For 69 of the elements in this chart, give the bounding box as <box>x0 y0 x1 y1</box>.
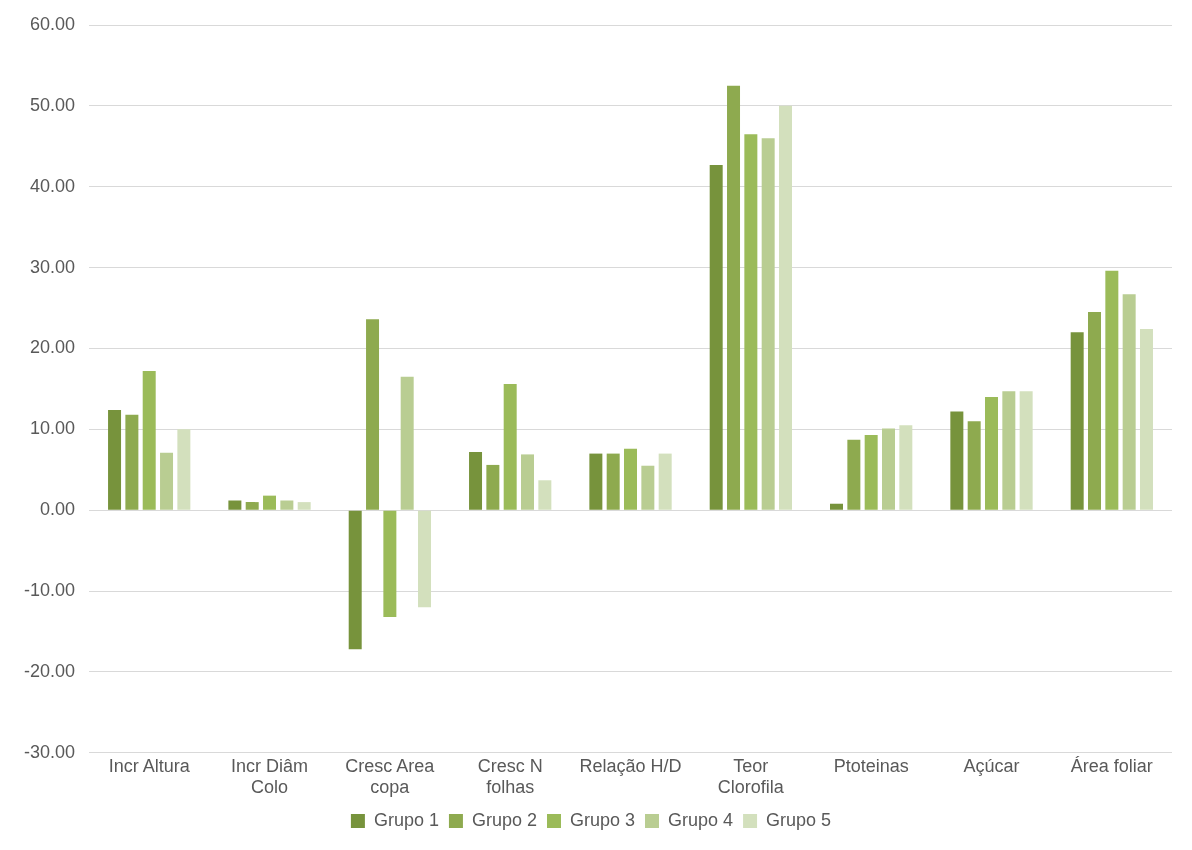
bar <box>348 510 362 650</box>
bar <box>744 134 758 510</box>
x-tick-label: Cresc Area copa <box>345 755 436 798</box>
bar <box>1002 391 1016 510</box>
bar <box>864 434 878 510</box>
bar <box>761 138 775 510</box>
bar <box>899 425 913 510</box>
bar <box>1122 294 1136 510</box>
x-tick-label: Açúcar <box>963 755 1020 776</box>
bar <box>830 503 844 510</box>
y-tick-label: 20.00 <box>29 337 76 358</box>
bar <box>142 371 156 510</box>
bar <box>1088 312 1102 510</box>
bar <box>245 502 259 510</box>
x-tick-label: Ptoteinas <box>833 755 909 776</box>
bar <box>1019 391 1033 510</box>
bar <box>400 376 414 510</box>
bar <box>538 480 552 510</box>
x-tick-label: Cresc N folhas <box>477 755 543 798</box>
legend-label: Grupo 5 <box>766 809 832 830</box>
y-tick-label: 50.00 <box>29 94 76 115</box>
bar <box>967 421 981 510</box>
bar <box>1139 329 1153 510</box>
y-tick-label: 60.00 <box>29 13 76 34</box>
bar <box>469 451 483 510</box>
y-tick-label: -10.00 <box>23 580 76 601</box>
bar <box>1070 332 1084 510</box>
bar <box>418 510 432 608</box>
bar <box>366 319 380 510</box>
bar <box>882 428 895 510</box>
bar <box>297 502 311 510</box>
bar <box>779 105 792 510</box>
bar <box>125 414 139 510</box>
bar <box>1105 270 1119 510</box>
bar <box>280 500 294 510</box>
bar <box>606 453 620 510</box>
y-tick-label: -20.00 <box>23 660 76 681</box>
bar <box>985 396 998 510</box>
y-tick-label: 30.00 <box>29 256 76 277</box>
x-tick-label: Teor Clorofila <box>717 755 785 798</box>
x-tick-label: Incr Altura <box>108 755 191 776</box>
bar <box>727 85 741 510</box>
bar <box>383 510 397 617</box>
bar <box>228 500 242 510</box>
bar <box>263 495 277 510</box>
bar <box>108 409 122 510</box>
bar <box>847 439 861 510</box>
bar <box>521 454 535 510</box>
bar <box>589 453 603 510</box>
y-tick-label: 0.00 <box>39 499 76 520</box>
y-tick-label: 10.00 <box>29 418 76 439</box>
legend-label: Grupo 3 <box>569 809 636 830</box>
bar <box>486 464 500 510</box>
bar <box>160 452 174 510</box>
bar <box>709 164 723 510</box>
y-tick-label: -30.00 <box>23 741 76 762</box>
legend-label: Grupo 2 <box>471 809 537 830</box>
legend-label: Grupo 1 <box>373 809 439 830</box>
x-tick-label: Incr Diâm Colo <box>231 755 309 798</box>
bar <box>503 384 517 510</box>
bar <box>658 453 672 510</box>
y-tick-label: 40.00 <box>29 175 76 196</box>
x-tick-label: Área foliar <box>1070 755 1153 776</box>
bar <box>950 411 964 510</box>
legend-label: Grupo 4 <box>668 809 734 830</box>
bar <box>177 429 191 510</box>
x-tick-label: Relação H/D <box>579 755 682 776</box>
bar <box>641 465 655 510</box>
bar <box>624 448 638 510</box>
